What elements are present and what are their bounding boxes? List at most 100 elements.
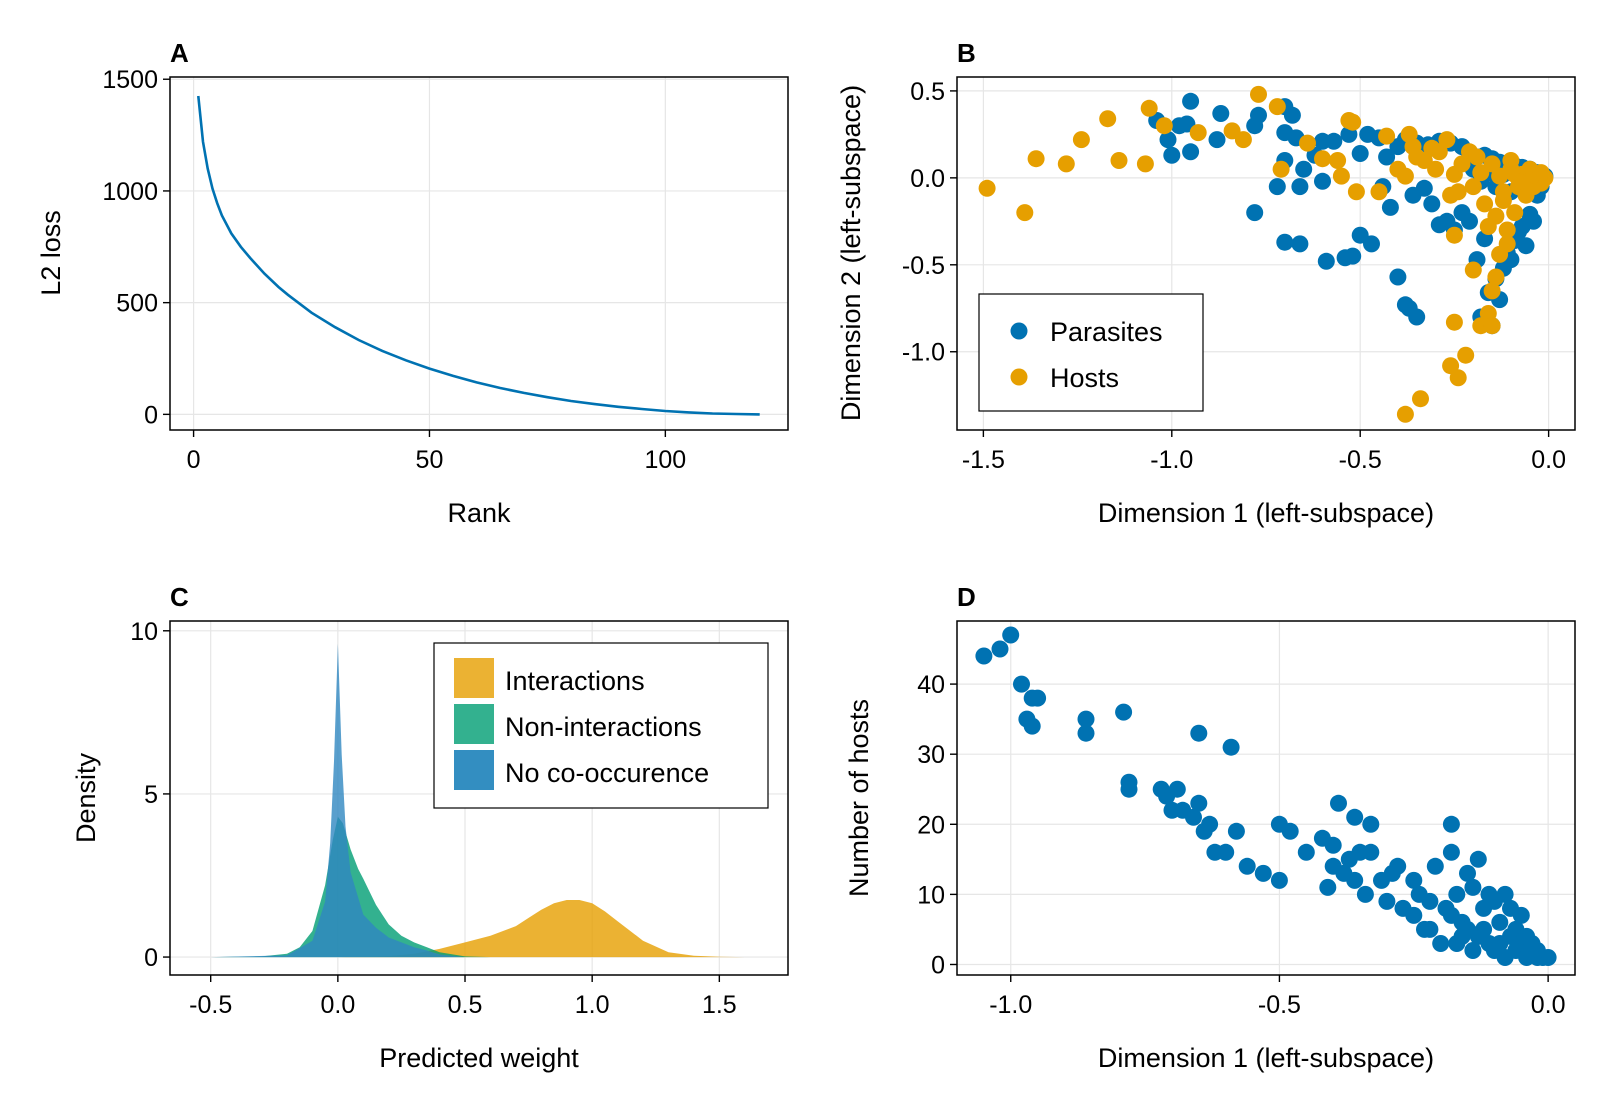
hosts-point — [1498, 221, 1516, 239]
x-tick-label: 1.0 — [575, 991, 610, 1019]
hosts-point — [1430, 143, 1448, 161]
parasite-point — [1324, 836, 1342, 854]
parasites-point — [1325, 132, 1343, 150]
panel-b-plot — [978, 85, 1554, 423]
parasite-point — [1270, 871, 1288, 889]
panel-c-legend: Interactions Non-interactions No co-occu… — [433, 642, 769, 809]
panel-b-frame — [956, 76, 1576, 431]
parasite-point — [975, 647, 993, 665]
hosts-point — [1427, 160, 1445, 178]
legend-swatch-no-co-occurence — [454, 750, 494, 790]
x-tick-label: 0.0 — [320, 991, 355, 1019]
y-tick-label: 1000 — [102, 178, 158, 206]
panel-c-plot — [210, 643, 745, 958]
x-tick-label: -1.0 — [989, 991, 1032, 1019]
parasites-point — [1317, 252, 1335, 270]
parasite-point — [1013, 675, 1030, 693]
parasites-point — [1163, 146, 1181, 164]
hosts-point — [1027, 150, 1045, 168]
parasite-point — [1077, 724, 1095, 742]
hosts-point — [1155, 117, 1173, 135]
y-tick-label: 20 — [917, 811, 945, 839]
y-tick-label: 40 — [917, 671, 945, 699]
y-tick-label: -0.5 — [902, 252, 945, 280]
legend-label-no-co-occurence: No co-occurence — [505, 758, 709, 788]
parasite-point — [1512, 906, 1530, 924]
parasite-point — [991, 640, 1009, 658]
parasite-point — [1491, 913, 1509, 931]
parasite-point — [1362, 815, 1380, 833]
parasite-point — [1405, 871, 1423, 889]
parasite-point — [1190, 794, 1208, 812]
x-tick-label: 1.5 — [702, 991, 737, 1019]
hosts-point — [1457, 346, 1475, 364]
parasite-point — [1453, 927, 1471, 945]
y-tick-label: 0 — [931, 951, 945, 979]
parasite-point — [1185, 808, 1202, 826]
parasites-point — [1182, 92, 1200, 110]
parasite-point — [1442, 843, 1460, 861]
hosts-point — [1016, 204, 1034, 222]
parasite-point — [1227, 822, 1245, 840]
y-tick-label: 1500 — [102, 66, 158, 94]
parasites-point — [1351, 145, 1369, 162]
panel-b-title: B — [957, 38, 976, 68]
panel-b-xlabel: Dimension 1 (left-subspace) — [1098, 498, 1434, 528]
parasite-point — [1496, 885, 1514, 903]
parasite-point — [1023, 717, 1041, 735]
parasites-point — [1295, 160, 1313, 178]
hosts-point — [1449, 369, 1467, 387]
hosts-point — [1502, 152, 1520, 169]
hosts-point — [1412, 390, 1429, 408]
panel-c-ylabel: Density — [71, 752, 101, 843]
parasite-point — [1464, 878, 1482, 896]
panel-d-ylabel: Number of hosts — [844, 699, 874, 897]
no-co-occurence-density-area — [210, 643, 465, 958]
legend-swatch-non-interactions — [454, 704, 494, 744]
parasite-point — [1115, 703, 1133, 721]
parasites-point — [1208, 131, 1226, 149]
hosts-point — [1314, 150, 1331, 168]
y-tick-label: 10 — [917, 881, 945, 909]
parasites-point — [1423, 195, 1441, 213]
parasites-point — [1344, 247, 1362, 265]
parasite-point — [1029, 689, 1047, 707]
panel-a-frame — [169, 76, 789, 431]
y-tick-label: 0.5 — [910, 78, 945, 106]
parasite-point — [1475, 920, 1493, 938]
y-tick-label: 10 — [130, 618, 158, 646]
parasite-point — [1448, 885, 1466, 903]
x-tick-label: -0.5 — [1339, 446, 1382, 474]
loss-curve — [197, 95, 760, 416]
parasites-point — [1381, 198, 1399, 216]
panel-d-title: D — [957, 582, 976, 612]
hosts-point — [1344, 113, 1362, 131]
panel-a-grid — [170, 77, 788, 430]
hosts-point — [1532, 164, 1550, 182]
parasite-point — [1464, 942, 1482, 959]
hosts-point — [1494, 183, 1512, 201]
hosts-point — [1268, 98, 1286, 116]
x-tick-label: 0.0 — [1531, 991, 1566, 1019]
parasite-point — [1330, 794, 1347, 812]
parasite-point — [1201, 815, 1219, 833]
hosts-point — [1483, 317, 1501, 335]
panel-b-ticks: -1.5 -1.0 -0.5 0.0 0.5 0.0 -0.5 -1.0 — [902, 78, 1566, 474]
parasite-point — [1190, 724, 1208, 742]
x-tick-label: 0.0 — [1531, 446, 1566, 474]
hosts-point — [1329, 152, 1347, 169]
x-tick-label: -1.0 — [1150, 446, 1193, 474]
hosts-point — [1250, 85, 1267, 103]
legend-swatch-interactions — [454, 658, 494, 698]
parasite-point — [1405, 906, 1423, 924]
hosts-point — [1099, 110, 1117, 128]
parasites-point — [1268, 178, 1286, 196]
interactions-density-area — [210, 900, 745, 958]
parasites-point — [1461, 212, 1478, 230]
hosts-point — [1498, 235, 1516, 253]
parasite-point — [1346, 808, 1364, 826]
panel-c-title: C — [170, 582, 189, 612]
panel-b-ylabel: Dimension 2 (left-subspace) — [836, 85, 866, 421]
parasite-point — [1120, 780, 1138, 798]
